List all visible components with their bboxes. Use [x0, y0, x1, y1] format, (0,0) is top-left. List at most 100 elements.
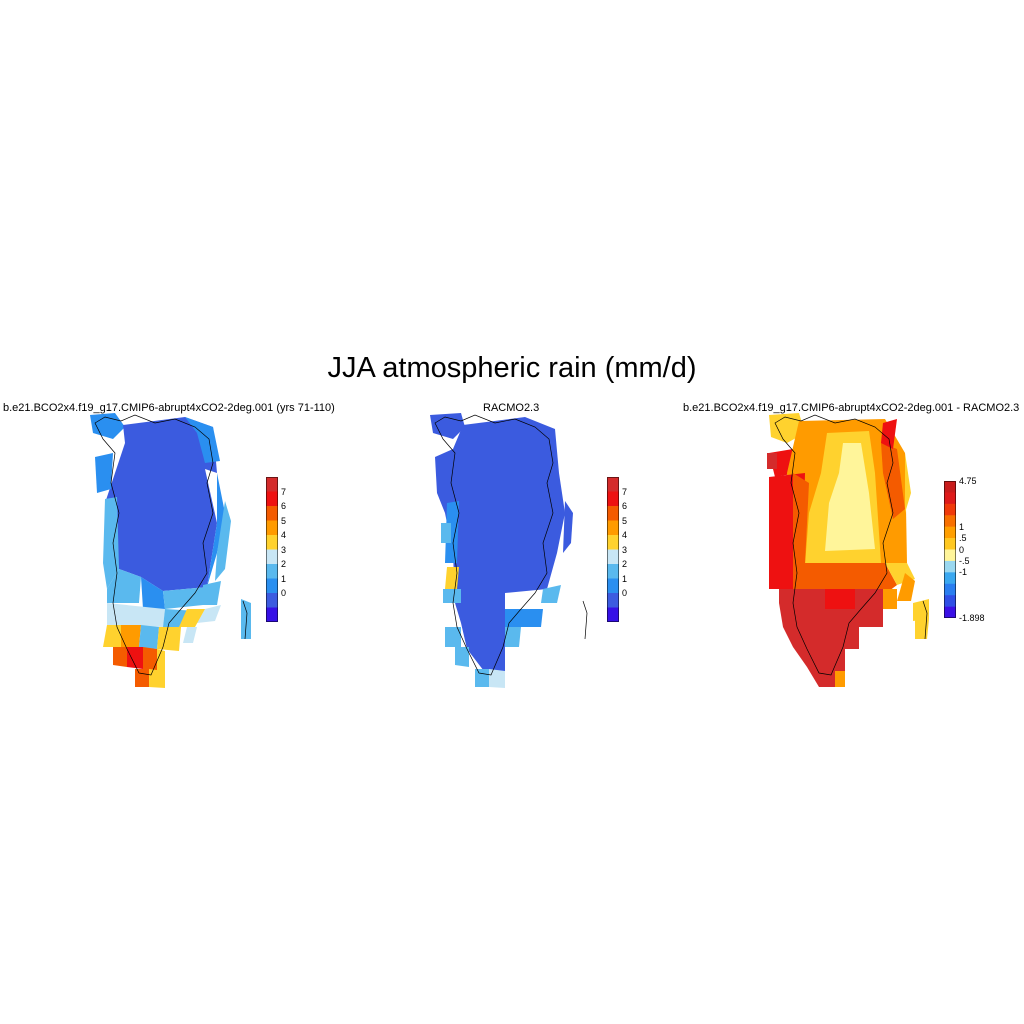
model-grid-cells [90, 413, 251, 688]
colorbar-frame [607, 477, 619, 622]
grid-cell [241, 599, 251, 639]
colorbar-tick-label: 5 [622, 515, 628, 526]
grid-cell [143, 647, 157, 671]
colorbar-swatch [944, 560, 956, 573]
colorbar-swatch [944, 515, 956, 527]
diff-grid-cells [767, 413, 929, 687]
panel-title-model: b.e21.BCO2x4.f19_g17.CMIP6-abrupt4xCO2-2… [3, 402, 335, 414]
grid-cell [505, 627, 521, 647]
grid-cell [881, 443, 905, 519]
grid-cell [825, 589, 855, 609]
colorbar-swatch [607, 607, 619, 622]
colorbar-swatch [944, 538, 956, 550]
grid-cell [767, 453, 777, 469]
grid-cell [793, 563, 897, 591]
colorbar-swatch [944, 595, 956, 607]
grid-cell [915, 619, 929, 639]
racmo-grid-cells [430, 413, 573, 688]
colorbar-swatch [266, 593, 278, 608]
grid-cell [443, 589, 461, 603]
grid-cell [445, 627, 461, 647]
grid-cell [441, 523, 451, 543]
panel-title-diff: b.e21.BCO2x4.f19_g17.CMIP6-abrupt4xCO2-2… [683, 402, 1020, 414]
colorbar-tick-label: -.5 [959, 555, 970, 566]
colorbar-swatch [266, 549, 278, 565]
colorbar-swatch [944, 572, 956, 585]
grid-cell [881, 419, 897, 449]
colorbar-model [266, 477, 278, 622]
colorbar-swatch [944, 526, 956, 539]
map-racmo [430, 413, 588, 688]
coastline [94, 414, 214, 676]
colorbar-tick-label: 4.75 [959, 476, 977, 486]
colorbar-swatch [607, 520, 619, 536]
colorbar-swatch [944, 549, 956, 562]
grid-cell [105, 417, 217, 591]
grid-cell [563, 501, 573, 553]
colorbar-swatch [944, 583, 956, 596]
grid-cell [835, 671, 845, 687]
colorbar-swatch [607, 477, 619, 492]
grid-cell [183, 627, 197, 643]
figure-title: JJA atmospheric rain (mm/d) [327, 352, 697, 384]
coastline [922, 600, 928, 640]
colorbar-tick-label: -1 [959, 567, 968, 578]
grid-cell [107, 603, 165, 627]
grid-cell [455, 647, 469, 667]
colorbar-tick-label: 2 [281, 559, 287, 569]
grid-cell [489, 669, 505, 688]
grid-cell [163, 587, 207, 609]
grid-cell [121, 625, 141, 647]
grid-cell [207, 473, 225, 587]
colorbar-tick-label: 1 [959, 521, 965, 532]
colorbar-tick-label: 5 [281, 515, 287, 526]
colorbar-tick-label: 7 [622, 486, 628, 497]
colorbar-tick-label: 6 [281, 501, 287, 511]
colorbar-swatch [607, 491, 619, 507]
colorbar-tick-label: 1 [281, 573, 287, 584]
colorbar-tick-label: .5 [959, 533, 967, 544]
colorbar-swatch [266, 607, 278, 622]
colorbar-tick-label: 4 [622, 530, 628, 540]
map-diff [767, 413, 929, 687]
grid-cell [157, 627, 181, 651]
grid-cell [127, 647, 143, 669]
coastline [242, 600, 248, 640]
colorbar-tick-label: 0 [959, 544, 965, 555]
colorbar-swatch [607, 564, 619, 579]
colorbar-swatch [944, 503, 956, 516]
colorbar-swatch [607, 578, 619, 594]
grid-cell [505, 609, 543, 627]
grid-cell [913, 599, 929, 621]
colorbar-diff [944, 481, 956, 618]
grid-cell [179, 609, 205, 627]
coastline [774, 414, 894, 676]
colorbar-swatch [944, 492, 956, 505]
grid-cell [445, 501, 459, 563]
colorbar-swatch [266, 564, 278, 579]
colorbar-tick-label: 2 [622, 559, 628, 569]
grid-cell [197, 605, 221, 623]
coastline [434, 414, 554, 676]
colorbar-frame [266, 477, 278, 622]
grid-cell [113, 647, 127, 667]
colorbar-tick-label: 0 [281, 588, 287, 598]
colorbar-swatch [266, 520, 278, 536]
colorbar-tick-label: 0 [622, 588, 628, 598]
colorbar-tick-label: 6 [622, 501, 628, 511]
grid-cell [203, 581, 221, 605]
colorbar-swatch [266, 506, 278, 521]
colorbar-tick-label: -1.898 [959, 613, 985, 623]
grid-cell [103, 625, 121, 647]
grid-cell [157, 649, 165, 671]
colorbar-tick-label: 4 [281, 530, 287, 540]
grid-cell [139, 625, 159, 649]
colorbar-racmo [607, 477, 619, 622]
grid-cell [149, 669, 165, 688]
colorbar-swatch [266, 477, 278, 492]
colorbar-swatch [607, 506, 619, 521]
colorbar-swatch [944, 481, 956, 493]
grid-cell [90, 413, 125, 439]
colorbar-swatch [266, 578, 278, 594]
grid-cell [793, 473, 809, 563]
